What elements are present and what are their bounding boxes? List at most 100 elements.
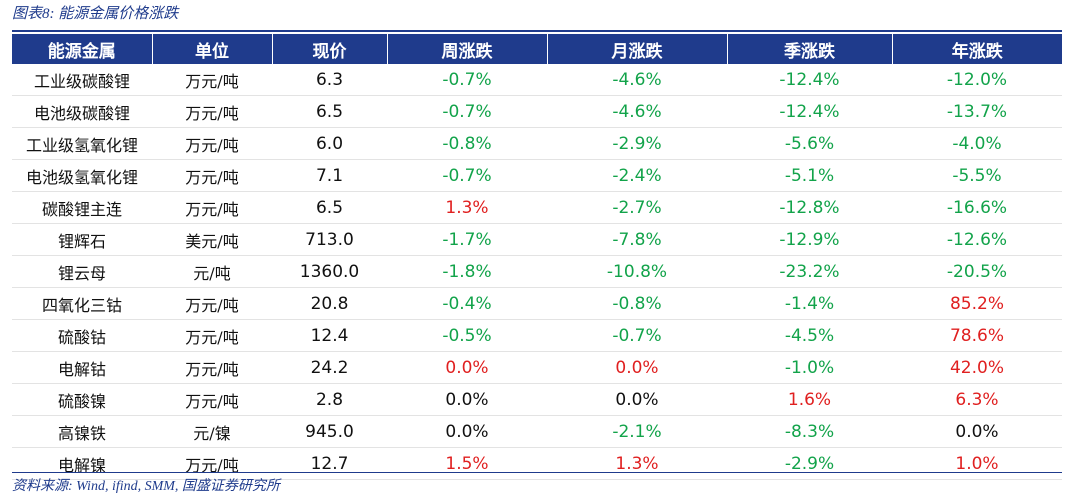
table-header-row: 能源金属 单位 现价 周涨跌 月涨跌 季涨跌 年涨跌 (12, 34, 1062, 64)
source-note: 资料来源: Wind, ifind, SMM, 国盛证券研究所 (12, 479, 280, 494)
table-row: 电解镍 万元/吨 12.7 1.5% 1.3% -2.9% 1.0% (12, 447, 1062, 480)
quarterly-change-cell: -8.3% (727, 415, 892, 448)
monthly-change-cell: -7.8% (547, 223, 727, 256)
monthly-change-cell: -2.7% (547, 191, 727, 224)
metal-name: 高镍铁 (12, 415, 152, 448)
header-weekly-change: 周涨跌 (386, 34, 547, 64)
price-cell: 2.8 (272, 383, 387, 416)
monthly-change-cell: -4.6% (547, 95, 727, 128)
unit-cell: 元/镍 (152, 415, 272, 448)
price-cell: 20.8 (272, 287, 387, 320)
quarterly-change-cell: -1.0% (727, 351, 892, 384)
monthly-change-cell: -4.6% (547, 64, 727, 96)
weekly-change-cell: 0.0% (387, 351, 547, 384)
yearly-change-cell: 1.0% (892, 447, 1062, 480)
price-cell: 945.0 (272, 415, 387, 448)
table-row: 四氧化三钴 万元/吨 20.8 -0.4% -0.8% -1.4% 85.2% (12, 287, 1062, 320)
yearly-change-cell: 0.0% (892, 415, 1062, 448)
weekly-change-cell: -0.5% (387, 319, 547, 352)
yearly-change-cell: -4.0% (892, 127, 1062, 160)
quarterly-change-cell: -5.1% (727, 159, 892, 192)
quarterly-change-cell: -1.4% (727, 287, 892, 320)
weekly-change-cell: -0.4% (387, 287, 547, 320)
table-row: 工业级氢氧化锂 万元/吨 6.0 -0.8% -2.9% -5.6% -4.0% (12, 127, 1062, 160)
unit-cell: 万元/吨 (152, 287, 272, 320)
quarterly-change-cell: -2.9% (727, 447, 892, 480)
energy-metal-price-table: 能源金属 单位 现价 周涨跌 月涨跌 季涨跌 年涨跌 工业级碳酸锂 万元/吨 6.3… (12, 34, 1062, 480)
metal-name: 工业级氢氧化锂 (12, 127, 152, 160)
metal-name: 四氧化三钴 (12, 287, 152, 320)
table-row: 锂云母 元/吨 1360.0 -1.8% -10.8% -23.2% -20.5% (12, 255, 1062, 288)
yearly-change-cell: -12.0% (892, 64, 1062, 96)
table-row: 工业级碳酸锂 万元/吨 6.3 -0.7% -4.6% -12.4% -12.0% (12, 64, 1062, 96)
price-cell: 12.7 (272, 447, 387, 480)
header-monthly-change: 月涨跌 (546, 34, 727, 64)
figure-caption: 图表8: 能源金属价格涨跌 (12, 6, 179, 22)
quarterly-change-cell: -12.9% (727, 223, 892, 256)
weekly-change-cell: 1.5% (387, 447, 547, 480)
unit-cell: 万元/吨 (152, 319, 272, 352)
quarterly-change-cell: 1.6% (727, 383, 892, 416)
monthly-change-cell: -2.9% (547, 127, 727, 160)
price-cell: 6.5 (272, 95, 387, 128)
price-cell: 6.3 (272, 64, 387, 96)
header-price: 现价 (271, 34, 387, 64)
monthly-change-cell: -0.7% (547, 319, 727, 352)
source-divider (12, 472, 1062, 473)
table-row: 碳酸锂主连 万元/吨 6.5 1.3% -2.7% -12.8% -16.6% (12, 191, 1062, 224)
quarterly-change-cell: -12.4% (727, 64, 892, 96)
weekly-change-cell: 0.0% (387, 415, 547, 448)
yearly-change-cell: -5.5% (892, 159, 1062, 192)
unit-cell: 美元/吨 (152, 223, 272, 256)
weekly-change-cell: -0.8% (387, 127, 547, 160)
yearly-change-cell: -16.6% (892, 191, 1062, 224)
metal-name: 工业级碳酸锂 (12, 64, 152, 96)
price-cell: 6.0 (272, 127, 387, 160)
quarterly-change-cell: -4.5% (727, 319, 892, 352)
metal-name: 电池级氢氧化锂 (12, 159, 152, 192)
monthly-change-cell: 0.0% (547, 351, 727, 384)
monthly-change-cell: -10.8% (547, 255, 727, 288)
metal-name: 碳酸锂主连 (12, 191, 152, 224)
header-quarterly-change: 季涨跌 (726, 34, 892, 64)
quarterly-change-cell: -5.6% (727, 127, 892, 160)
unit-cell: 元/吨 (152, 255, 272, 288)
unit-cell: 万元/吨 (152, 95, 272, 128)
unit-cell: 万元/吨 (152, 351, 272, 384)
header-yearly-change: 年涨跌 (891, 34, 1062, 64)
table-row: 电池级碳酸锂 万元/吨 6.5 -0.7% -4.6% -12.4% -13.7% (12, 95, 1062, 128)
monthly-change-cell: 0.0% (547, 383, 727, 416)
table-row: 硫酸镍 万元/吨 2.8 0.0% 0.0% 1.6% 6.3% (12, 383, 1062, 416)
yearly-change-cell: -20.5% (892, 255, 1062, 288)
table-row: 硫酸钴 万元/吨 12.4 -0.5% -0.7% -4.5% 78.6% (12, 319, 1062, 352)
weekly-change-cell: -0.7% (387, 159, 547, 192)
monthly-change-cell: -2.1% (547, 415, 727, 448)
table-row: 电池级氢氧化锂 万元/吨 7.1 -0.7% -2.4% -5.1% -5.5% (12, 159, 1062, 192)
unit-cell: 万元/吨 (152, 159, 272, 192)
quarterly-change-cell: -23.2% (727, 255, 892, 288)
monthly-change-cell: -2.4% (547, 159, 727, 192)
unit-cell: 万元/吨 (152, 127, 272, 160)
metal-name: 硫酸钴 (12, 319, 152, 352)
price-cell: 7.1 (272, 159, 387, 192)
table-row: 锂辉石 美元/吨 713.0 -1.7% -7.8% -12.9% -12.6% (12, 223, 1062, 256)
yearly-change-cell: -13.7% (892, 95, 1062, 128)
yearly-change-cell: 6.3% (892, 383, 1062, 416)
header-unit: 单位 (151, 34, 272, 64)
price-cell: 1360.0 (272, 255, 387, 288)
price-cell: 12.4 (272, 319, 387, 352)
table-row: 高镍铁 元/镍 945.0 0.0% -2.1% -8.3% 0.0% (12, 415, 1062, 448)
weekly-change-cell: -1.8% (387, 255, 547, 288)
price-cell: 713.0 (272, 223, 387, 256)
header-metal: 能源金属 (12, 34, 152, 64)
metal-name: 电池级碳酸锂 (12, 95, 152, 128)
weekly-change-cell: 1.3% (387, 191, 547, 224)
price-cell: 24.2 (272, 351, 387, 384)
table-body: 工业级碳酸锂 万元/吨 6.3 -0.7% -4.6% -12.4% -12.0% 电池级碳酸… (12, 64, 1062, 480)
yearly-change-cell: 42.0% (892, 351, 1062, 384)
unit-cell: 万元/吨 (152, 447, 272, 480)
metal-name: 硫酸镍 (12, 383, 152, 416)
monthly-change-cell: 1.3% (547, 447, 727, 480)
unit-cell: 万元/吨 (152, 191, 272, 224)
yearly-change-cell: 85.2% (892, 287, 1062, 320)
